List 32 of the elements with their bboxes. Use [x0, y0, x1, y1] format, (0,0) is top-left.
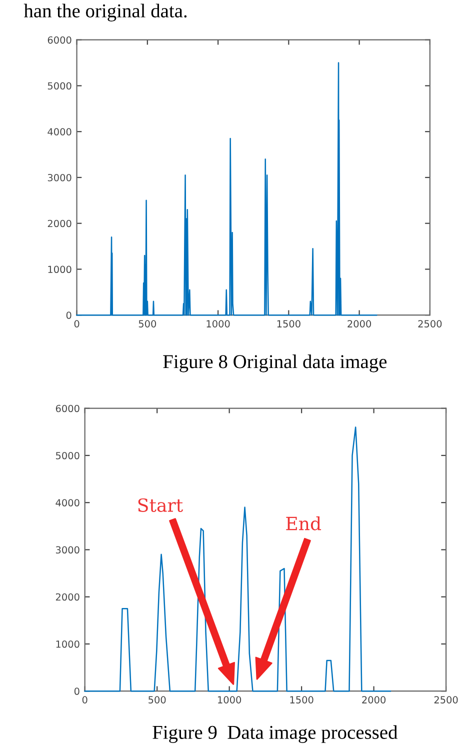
x-tick-label: 500 — [148, 696, 166, 704]
annotation: End — [286, 516, 322, 530]
x-tick-label: 2500 — [418, 320, 442, 328]
y-tick-label: 6000 — [56, 404, 80, 412]
y-tick-label: 4000 — [48, 128, 72, 136]
x-tick-label: 0 — [82, 696, 88, 704]
x-tick-label: 2500 — [434, 696, 458, 704]
y-tick-label: 1000 — [48, 266, 72, 274]
y-tick-label: 4000 — [56, 499, 80, 506]
x-tick-label: 2000 — [348, 320, 372, 328]
line-series — [84, 426, 392, 692]
x-tick-label: 1500 — [277, 320, 300, 328]
y-tick-label: 1000 — [56, 640, 80, 648]
x-tick-label: 2000 — [362, 696, 386, 704]
text: Figure 9 Data image processed — [152, 725, 398, 743]
x-tick-label: 1000 — [206, 320, 230, 328]
x-tick-label: 500 — [138, 320, 156, 328]
y-tick-label: 3000 — [56, 546, 80, 554]
text: han the original data. — [24, 4, 187, 22]
y-tick-label: 3000 — [48, 174, 72, 182]
y-tick-label: 5000 — [48, 82, 72, 90]
y-tick-label: 0 — [74, 688, 80, 695]
text: Figure 8 Original data image — [163, 354, 387, 372]
y-tick-label: 5000 — [56, 452, 80, 460]
annotation: Start — [138, 498, 183, 512]
x-tick-label: 1000 — [218, 696, 242, 704]
y-tick-label: 2000 — [56, 593, 80, 601]
line-series — [76, 62, 378, 316]
y-tick-label: 6000 — [48, 36, 72, 44]
x-tick-label: 1500 — [290, 696, 314, 704]
y-tick-label: 0 — [66, 312, 72, 319]
y-tick-label: 2000 — [48, 220, 72, 228]
